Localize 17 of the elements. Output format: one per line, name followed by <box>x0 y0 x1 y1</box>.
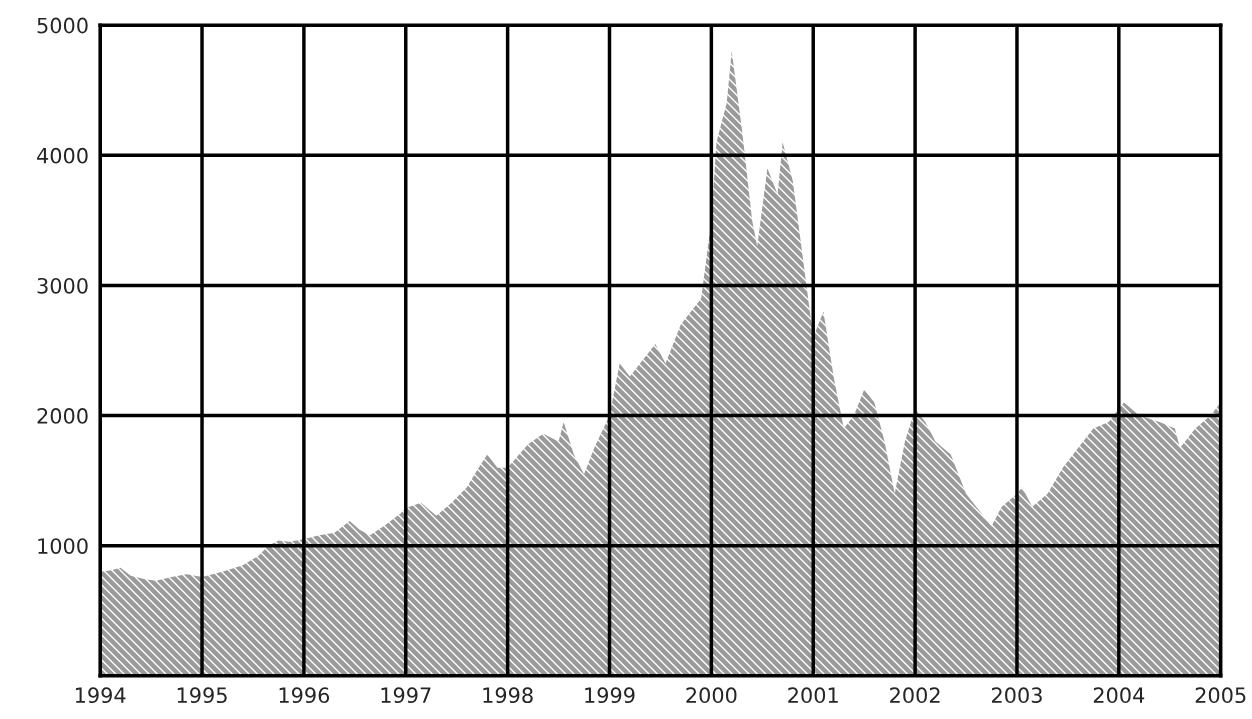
x-tick-label: 1998 <box>483 687 533 704</box>
x-tick-label: 1994 <box>75 687 126 704</box>
x-tick-label: 2001 <box>788 687 838 704</box>
x-tick-label: 2000 <box>686 687 737 704</box>
x-tick-label: 2004 <box>1093 687 1145 704</box>
x-tick-label: 2005 <box>1195 687 1246 704</box>
y-tick-label: 5000 <box>37 17 88 34</box>
x-tick-label: 2003 <box>991 687 1042 704</box>
y-tick-label: 3000 <box>37 277 88 294</box>
x-tick-label: 1997 <box>381 687 431 704</box>
x-tick-label: 1996 <box>279 687 330 704</box>
x-tick-label: 1999 <box>585 687 635 704</box>
y-tick-label: 4000 <box>37 147 88 164</box>
x-tick-label: 2002 <box>890 687 940 704</box>
y-tick-label: 1000 <box>38 538 88 554</box>
y-tick-label: 2000 <box>37 408 88 424</box>
x-tick-label: 1995 <box>177 687 227 704</box>
